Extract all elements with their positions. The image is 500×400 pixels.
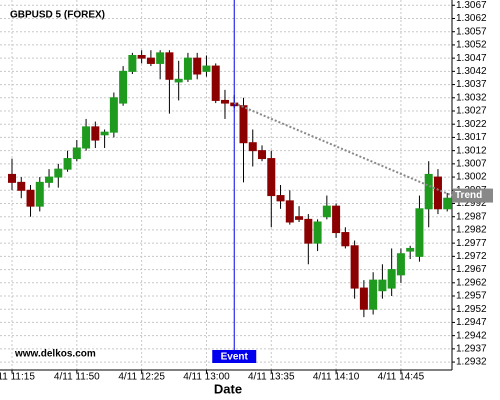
event-box <box>212 350 257 363</box>
candle-body <box>396 253 405 276</box>
candle-body <box>156 52 165 64</box>
candle-body <box>267 158 276 197</box>
y-tick-label: 1.2957 <box>456 291 487 302</box>
y-tick-label: 1.3007 <box>456 158 487 169</box>
y-tick-label: 1.2937 <box>456 343 487 354</box>
y-tick-label: 1.2947 <box>456 317 487 328</box>
candle-body <box>202 65 211 72</box>
candle-body <box>433 176 442 210</box>
x-tick-label: 4/11 13:35 <box>248 372 295 383</box>
candle-body <box>220 99 229 104</box>
y-tick-label: 1.2982 <box>456 225 487 236</box>
candle-body <box>378 279 387 292</box>
candle-body <box>313 221 322 244</box>
candle-body <box>26 189 35 207</box>
trend-label: Trend <box>455 190 482 201</box>
candle-body <box>258 150 267 160</box>
candle-body <box>341 232 350 247</box>
candle-body <box>248 142 257 152</box>
candle-body <box>239 105 248 144</box>
y-tick-label: 1.2972 <box>456 251 487 262</box>
y-tick-label: 1.3042 <box>456 66 487 77</box>
y-tick-label: 1.3032 <box>456 92 487 103</box>
candle-body <box>332 205 341 234</box>
candle-body <box>406 247 415 252</box>
candle-body <box>17 181 26 191</box>
event-label: Event <box>221 352 249 363</box>
candle-body <box>109 97 118 133</box>
y-tick-label: 1.2967 <box>456 264 487 275</box>
trend-box <box>453 188 493 203</box>
candle-body <box>165 52 174 80</box>
candle-body <box>415 208 424 257</box>
candle-body <box>359 287 368 310</box>
x-tick-label: 4/11 12:25 <box>118 372 165 383</box>
candle-body <box>443 197 452 210</box>
chart-title: GBPUSD 5 (FOREX) <box>10 10 105 21</box>
y-tick-label: 1.3012 <box>456 145 487 156</box>
candle-body <box>174 78 183 83</box>
candle-body <box>82 126 91 149</box>
candle-body <box>193 57 202 75</box>
candle-body <box>137 55 146 59</box>
candle-body <box>128 55 137 72</box>
y-tick-label: 1.2992 <box>456 198 487 209</box>
trend-line <box>233 102 453 197</box>
y-tick-label: 1.3052 <box>456 40 487 51</box>
candle-body <box>211 65 220 101</box>
y-tick-label: 1.3062 <box>456 13 487 24</box>
candle-body <box>35 181 44 207</box>
candle-body <box>63 158 72 170</box>
candle-body <box>183 57 192 80</box>
candle-body <box>72 147 81 160</box>
y-tick-label: 1.3057 <box>456 26 487 37</box>
candle-body <box>424 173 433 210</box>
x-axis-title: Date <box>214 381 242 396</box>
candle-body <box>45 176 54 183</box>
candle-body <box>295 216 304 220</box>
y-tick-label: 1.2962 <box>456 277 487 288</box>
y-tick-label: 1.3047 <box>456 53 487 64</box>
candle-body <box>285 200 294 223</box>
candle-body <box>8 173 16 183</box>
candle-body <box>146 57 155 64</box>
candle-body <box>91 126 100 141</box>
y-tick-label: 1.3037 <box>456 79 487 90</box>
x-tick-label: 4/11 14:45 <box>378 372 425 383</box>
candle-body <box>369 279 378 310</box>
y-tick-label: 1.2952 <box>456 304 487 315</box>
candle-body <box>350 245 359 289</box>
candle-body <box>100 131 109 136</box>
x-tick-label: 4/11 14:10 <box>313 372 360 383</box>
y-tick-label: 1.3022 <box>456 119 487 130</box>
y-tick-label: 1.3027 <box>456 106 487 117</box>
x-tick-label: 4/11 11:50 <box>54 372 100 383</box>
y-tick-label: 1.3067 <box>456 0 487 11</box>
y-tick-label: 1.2987 <box>456 211 487 222</box>
candle-body <box>322 205 331 218</box>
y-tick-label: 1.3017 <box>456 132 487 143</box>
y-tick-label: 1.2977 <box>456 238 487 249</box>
y-tick-label: 1.2942 <box>456 330 487 341</box>
candle-body <box>304 218 313 244</box>
candle-body <box>54 168 63 178</box>
watermark: www.delkos.com <box>14 349 96 360</box>
y-tick-label: 1.2932 <box>456 357 487 368</box>
x-tick-label: 4/11 13:00 <box>183 372 230 383</box>
candle-body <box>276 195 285 202</box>
y-tick-label: 1.3002 <box>456 172 487 183</box>
x-tick-label: 4/11 11:15 <box>0 372 35 383</box>
candle-body <box>119 70 128 104</box>
candle-body <box>387 269 396 289</box>
